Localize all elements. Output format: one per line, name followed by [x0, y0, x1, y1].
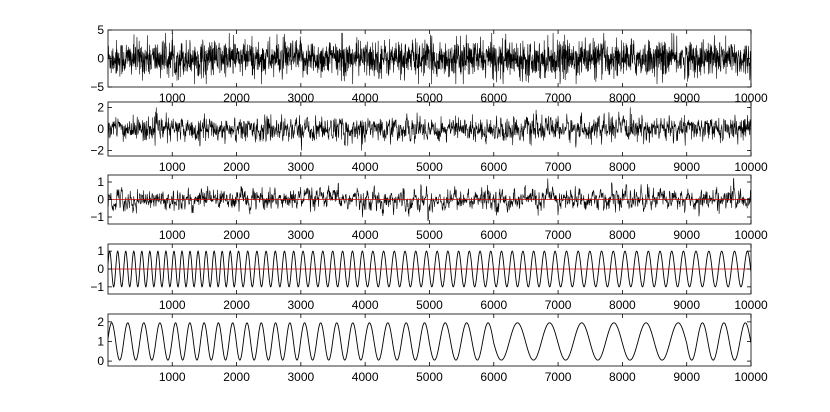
x-tick-label: 5000 — [416, 370, 443, 384]
x-tick-label: 1000 — [159, 91, 186, 105]
y-tick-label: −1 — [90, 210, 104, 224]
y-tick-label: 0 — [97, 122, 104, 136]
x-tick-label: 7000 — [545, 91, 572, 105]
y-tick-label: 5 — [97, 23, 104, 37]
x-tick-label: 1000 — [159, 298, 186, 312]
plot-area — [108, 178, 751, 221]
x-tick-label: 1000 — [159, 160, 186, 174]
x-tick-label: 5000 — [416, 298, 443, 312]
x-tick-label: 9000 — [673, 370, 700, 384]
y-tick-label: −2 — [90, 144, 104, 158]
y-tick-label: 0 — [97, 354, 104, 368]
x-tick-label: 9000 — [673, 298, 700, 312]
plot-area — [108, 250, 751, 288]
x-tick-label: 10000 — [734, 298, 768, 312]
x-tick-label: 4000 — [352, 91, 379, 105]
y-tick-label: 1 — [97, 175, 104, 189]
signal-series — [108, 107, 751, 151]
x-tick-label: 5000 — [416, 228, 443, 242]
x-tick-label: 6000 — [480, 160, 507, 174]
x-tick-label: 8000 — [609, 370, 636, 384]
x-tick-label: 9000 — [673, 91, 700, 105]
panel-3: 1000 2000 3000 4000 5000 6000 7000 8000 9000 1000… — [90, 174, 768, 242]
x-tick-label: 2000 — [223, 160, 250, 174]
plot-area — [108, 322, 751, 361]
plot-area — [108, 32, 751, 85]
x-tick-label: 9000 — [673, 228, 700, 242]
x-tick-label: 7000 — [545, 298, 572, 312]
y-tick-label: 0 — [97, 52, 104, 66]
x-tick-label: 3000 — [288, 370, 315, 384]
x-tick-label: 8000 — [609, 160, 636, 174]
x-tick-label: 4000 — [352, 228, 379, 242]
x-tick-label: 4000 — [352, 160, 379, 174]
y-tick-label: 2 — [97, 100, 104, 114]
x-tick-label: 10000 — [734, 91, 768, 105]
x-tick-label: 8000 — [609, 228, 636, 242]
signal-series — [108, 32, 751, 85]
x-tick-label: 7000 — [545, 160, 572, 174]
axes-frame — [107, 313, 752, 367]
x-tick-label: 2000 — [223, 228, 250, 242]
y-tick-label: 0 — [97, 193, 104, 207]
y-tick-label: 1 — [97, 334, 104, 348]
y-tick-label: 1 — [97, 244, 104, 258]
x-tick-label: 2000 — [223, 298, 250, 312]
x-tick-label: 9000 — [673, 160, 700, 174]
x-tick-label: 5000 — [416, 91, 443, 105]
x-tick-label: 10000 — [734, 160, 768, 174]
panel-2: 1000 2000 3000 4000 5000 6000 7000 8000 9000 1000… — [90, 100, 768, 174]
x-tick-label: 6000 — [480, 91, 507, 105]
x-tick-label: 5000 — [416, 160, 443, 174]
x-tick-label: 6000 — [480, 370, 507, 384]
x-tick-label: 7000 — [545, 370, 572, 384]
x-tick-label: 1000 — [159, 370, 186, 384]
x-tick-label: 3000 — [288, 160, 315, 174]
plot-area — [108, 107, 751, 151]
y-tick-label: −1 — [90, 280, 104, 294]
signal-series — [108, 322, 751, 361]
x-tick-label: 3000 — [288, 298, 315, 312]
x-tick-label: 2000 — [223, 370, 250, 384]
x-tick-label: 10000 — [734, 228, 768, 242]
signal-series — [108, 250, 751, 288]
x-tick-label: 1000 — [159, 228, 186, 242]
x-tick-label: 2000 — [223, 91, 250, 105]
x-tick-label: 3000 — [288, 228, 315, 242]
y-tick-label: 2 — [97, 315, 104, 329]
x-tick-label: 3000 — [288, 91, 315, 105]
panel-4: 1000 2000 3000 4000 5000 6000 7000 8000 9000 1000… — [90, 243, 768, 312]
x-tick-label: 6000 — [480, 228, 507, 242]
x-tick-label: 4000 — [352, 370, 379, 384]
y-tick-label: 0 — [97, 262, 104, 276]
panel-5: 1000 2000 3000 4000 5000 6000 7000 8000 9000 1000… — [97, 313, 768, 384]
panel-1: 1000 2000 3000 4000 5000 6000 7000 8000 9000 1000… — [90, 23, 768, 105]
x-tick-label: 6000 — [480, 298, 507, 312]
x-tick-label: 8000 — [609, 298, 636, 312]
x-tick-label: 8000 — [609, 91, 636, 105]
x-tick-label: 10000 — [734, 370, 768, 384]
x-tick-label: 7000 — [545, 228, 572, 242]
y-tick-label: −5 — [90, 80, 104, 94]
x-tick-label: 4000 — [352, 298, 379, 312]
signal-series — [108, 178, 751, 221]
